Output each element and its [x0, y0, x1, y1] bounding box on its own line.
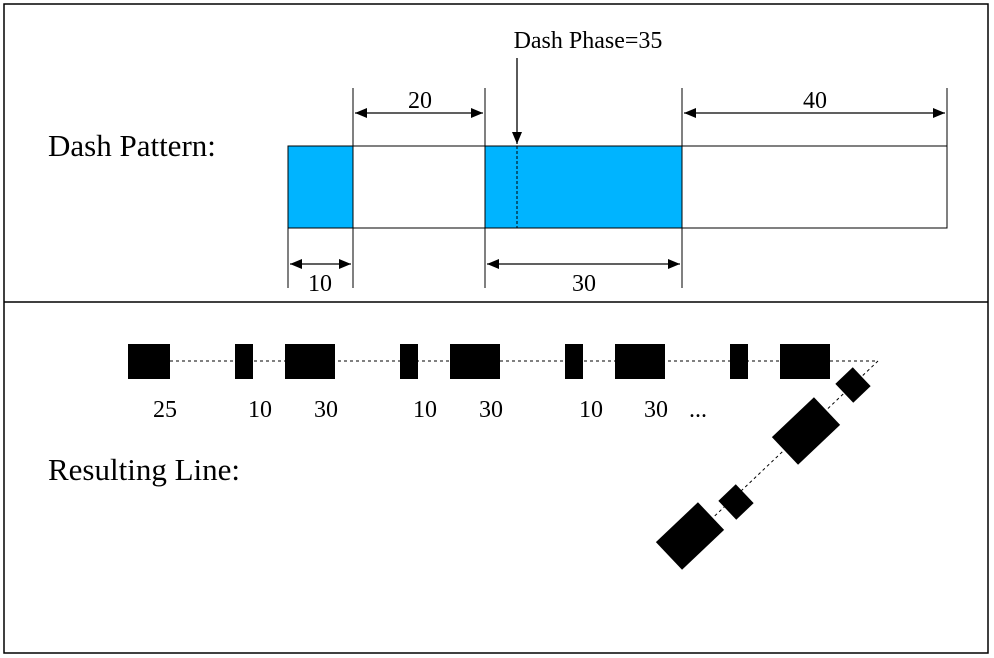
dash-segment	[128, 344, 170, 379]
segment-label: 10	[579, 397, 603, 423]
dim-label-off1: 20	[408, 88, 432, 114]
dash-segment	[835, 367, 871, 403]
dash-segment	[565, 344, 583, 379]
resulting-line-label: Resulting Line:	[48, 452, 240, 487]
dash-segment	[235, 344, 253, 379]
dim-label-on1: 10	[308, 271, 332, 297]
dash-phase-label: Dash Phase=35	[514, 28, 663, 54]
horizontal-dashes	[128, 344, 830, 379]
segment-label: 10	[413, 397, 437, 423]
dash-segment	[450, 344, 500, 379]
dash-segment	[615, 344, 665, 379]
dash-segment	[780, 344, 830, 379]
dash-segment	[771, 397, 841, 465]
dim-label-on2: 30	[572, 271, 596, 297]
guide-lines	[287, 88, 948, 288]
dash-on-segment-1	[287, 145, 354, 229]
dash-segment	[655, 502, 725, 570]
segment-label: 30	[644, 397, 668, 423]
dash-segment	[730, 344, 748, 379]
dim-label-off2: 40	[803, 88, 827, 114]
segment-label: 30	[314, 397, 338, 423]
dash-segment	[718, 484, 754, 520]
segment-label: 25	[153, 397, 177, 423]
dash-on-segment-2	[484, 145, 683, 229]
outer-border	[3, 3, 989, 654]
segment-label-ellipsis: ...	[689, 397, 707, 423]
segment-labels: 25 10 30 10 30 10 30 ...	[153, 397, 707, 423]
dash-segment	[285, 344, 335, 379]
segment-label: 30	[479, 397, 503, 423]
diagonal-dashes	[655, 367, 871, 570]
segment-label: 10	[248, 397, 272, 423]
dash-pattern-label: Dash Pattern:	[48, 128, 216, 163]
dash-segment	[400, 344, 418, 379]
